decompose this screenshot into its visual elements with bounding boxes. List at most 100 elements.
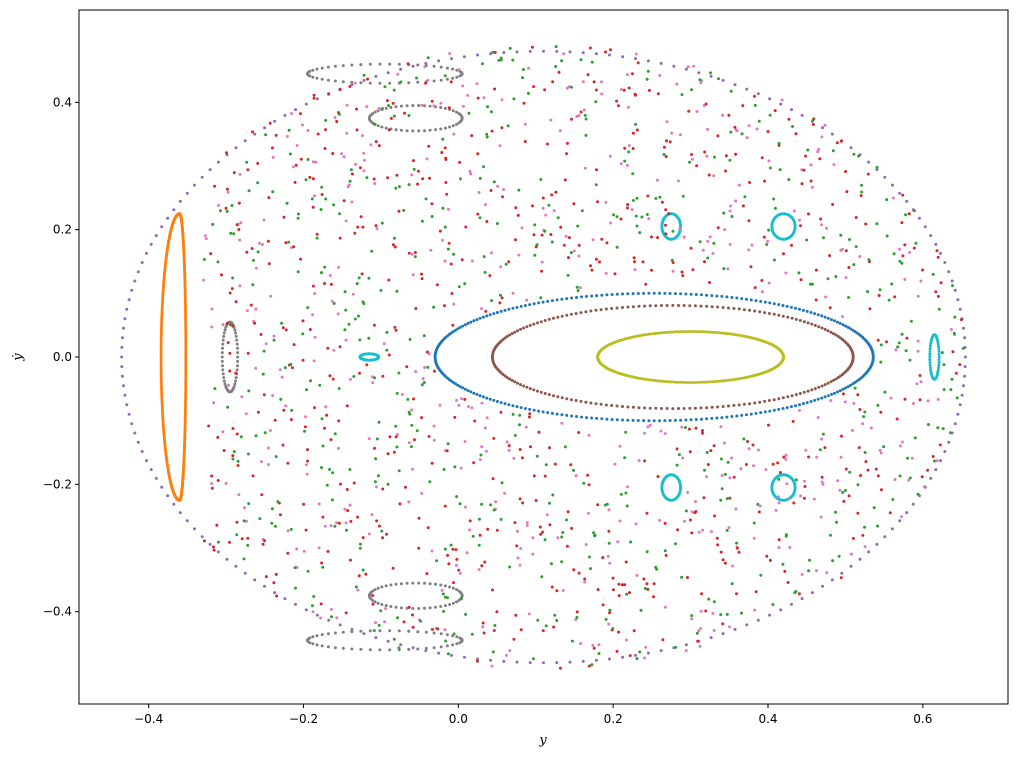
data-point xyxy=(463,282,467,286)
data-point xyxy=(705,475,709,479)
data-point xyxy=(566,273,570,277)
data-point xyxy=(786,497,790,501)
data-point xyxy=(240,395,244,399)
data-point xyxy=(368,648,372,652)
data-point xyxy=(432,79,436,83)
data-point xyxy=(750,243,754,247)
data-point xyxy=(725,528,729,532)
data-point xyxy=(621,418,624,422)
data-point xyxy=(159,355,163,359)
data-point xyxy=(372,629,376,633)
data-point xyxy=(256,250,260,254)
data-point xyxy=(392,450,396,454)
data-point xyxy=(405,581,409,585)
data-point xyxy=(193,183,196,187)
data-point xyxy=(223,382,227,386)
data-point xyxy=(715,416,719,420)
data-point xyxy=(937,347,941,351)
data-point xyxy=(563,178,567,182)
data-point xyxy=(953,315,957,319)
data-point xyxy=(353,231,357,235)
data-point xyxy=(719,498,723,502)
data-point xyxy=(184,384,188,388)
data-point xyxy=(928,358,932,362)
data-point xyxy=(211,545,215,549)
data-point xyxy=(184,339,188,343)
data-point xyxy=(294,108,297,112)
data-point xyxy=(266,446,270,450)
data-point xyxy=(331,377,335,381)
data-point xyxy=(835,141,839,145)
data-point xyxy=(943,450,947,453)
data-point xyxy=(594,308,598,312)
data-point xyxy=(472,461,476,465)
data-point xyxy=(267,262,271,266)
data-point xyxy=(832,163,836,167)
data-point xyxy=(815,455,819,459)
data-point xyxy=(229,323,232,327)
data-point xyxy=(623,456,627,460)
data-point xyxy=(951,284,954,288)
data-point xyxy=(715,294,719,298)
data-point xyxy=(903,243,907,247)
data-point xyxy=(323,282,326,285)
data-point xyxy=(247,389,251,393)
data-point xyxy=(476,96,480,100)
data-point xyxy=(861,422,865,426)
data-point xyxy=(528,387,532,391)
data-point xyxy=(608,561,612,565)
data-point xyxy=(794,393,798,397)
data-point xyxy=(548,446,551,450)
data-point xyxy=(225,321,229,325)
data-point xyxy=(705,293,709,297)
data-point xyxy=(417,129,421,133)
data-point xyxy=(166,494,170,498)
data-point xyxy=(852,263,856,267)
data-point xyxy=(184,362,188,366)
data-point xyxy=(857,446,861,450)
data-point xyxy=(810,322,814,326)
data-point xyxy=(408,412,412,416)
data-point xyxy=(911,502,915,506)
data-point xyxy=(804,448,808,452)
data-point xyxy=(664,553,668,557)
data-point xyxy=(417,581,421,585)
data-point xyxy=(490,664,494,668)
data-point xyxy=(397,469,401,473)
data-point xyxy=(831,149,835,153)
data-point xyxy=(417,169,420,173)
data-point xyxy=(581,51,585,55)
data-point xyxy=(605,502,609,506)
data-point xyxy=(686,65,690,69)
data-point xyxy=(891,498,895,501)
data-point xyxy=(570,526,574,530)
data-point xyxy=(184,335,188,339)
data-point xyxy=(810,388,814,392)
data-point xyxy=(728,158,732,162)
data-point xyxy=(352,375,356,378)
data-point xyxy=(184,333,188,337)
data-point xyxy=(705,417,709,421)
data-point xyxy=(439,605,443,608)
data-point xyxy=(934,242,938,246)
data-point xyxy=(415,76,418,80)
data-point xyxy=(381,374,385,378)
data-point xyxy=(843,400,847,404)
data-point xyxy=(791,125,794,128)
data-point xyxy=(221,430,225,434)
data-point xyxy=(547,393,551,397)
data-point xyxy=(525,298,529,302)
data-point xyxy=(274,572,278,576)
data-point xyxy=(324,128,328,132)
data-point xyxy=(849,383,853,387)
data-point xyxy=(802,496,806,500)
data-point xyxy=(159,333,163,337)
data-point xyxy=(575,610,579,614)
data-point xyxy=(178,212,182,216)
data-point xyxy=(755,127,759,131)
data-point xyxy=(333,432,337,436)
data-point xyxy=(710,380,714,384)
data-point xyxy=(478,316,482,320)
data-point xyxy=(446,553,450,557)
data-point xyxy=(566,510,570,514)
